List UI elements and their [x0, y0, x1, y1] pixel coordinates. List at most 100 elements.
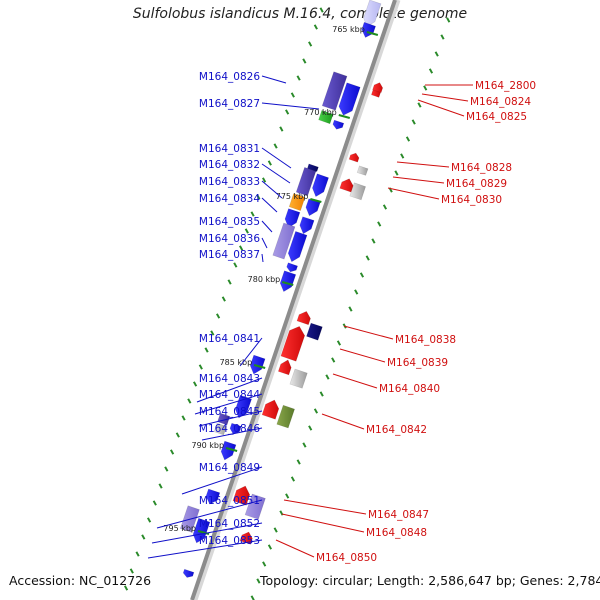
kbp-label: 765 kbp: [332, 25, 365, 34]
outer-left-tick: [233, 262, 238, 268]
right-gene-label: M164_0830: [441, 194, 502, 206]
outer-right-tick: [273, 527, 278, 533]
outer-left-tick: [204, 347, 209, 353]
left-gene-18: [249, 354, 266, 375]
right-gene-label: M164_0840: [379, 383, 440, 395]
left-leader-line: [156, 499, 263, 529]
kbp-label: 775 kbp: [276, 192, 309, 201]
outer-left-tick: [296, 75, 301, 81]
right-gene-2: [372, 82, 384, 93]
left-leader-line: [194, 393, 263, 415]
right-gene-16: [239, 531, 253, 545]
right-leader-line: [392, 176, 445, 184]
outer-left-tick: [135, 551, 140, 557]
right-gene-6: [349, 182, 366, 201]
outer-left-tick: [273, 143, 278, 149]
left-gene-22: [213, 422, 227, 436]
outer-left-tick: [279, 126, 284, 132]
right-leader-line: [417, 99, 465, 117]
outer-left-tick: [175, 432, 180, 438]
left-leader-line: [261, 163, 291, 184]
left-gene-3: [321, 71, 348, 111]
right-gene-label: M164_0848: [366, 527, 427, 539]
outer-right-tick: [348, 306, 353, 312]
left-leader-line: [196, 377, 263, 403]
outer-left-tick: [285, 109, 290, 115]
kbp-label: 780 kbp: [248, 275, 281, 284]
outer-right-tick: [256, 578, 261, 584]
outer-left-tick: [129, 568, 134, 574]
left-gene-26: [192, 517, 211, 544]
left-gene-20: [217, 412, 231, 426]
outer-right-tick: [440, 34, 445, 40]
left-leader-line: [261, 253, 264, 263]
outer-right-tick: [319, 391, 324, 397]
left-leader-line: [151, 522, 263, 544]
right-gene-13: [276, 404, 295, 429]
right-leader-line: [332, 373, 378, 389]
right-leader-line: [283, 499, 367, 515]
kbp-label: 770 kbp: [304, 108, 337, 117]
outer-left-tick: [302, 58, 307, 64]
outer-right-tick: [336, 340, 342, 346]
outer-right-tick: [285, 493, 290, 499]
left-leader-line: [261, 220, 273, 233]
left-gene-label: M164_0826: [199, 71, 260, 83]
right-gene-12: [261, 399, 280, 420]
left-gene-label: M164_0846: [199, 423, 260, 435]
left-leader-line: [147, 539, 263, 559]
right-gene-label: M164_0842: [366, 424, 427, 436]
right-leader-line: [321, 413, 365, 430]
kbp-label: 795 kbp: [163, 524, 196, 533]
backbone-shadow: [192, 0, 401, 600]
right-leader-line: [339, 348, 386, 363]
outer-right-tick: [400, 153, 405, 159]
outer-right-tick: [371, 238, 376, 244]
right-gene-11: [289, 368, 308, 389]
left-gene-label: M164_0844: [199, 389, 260, 401]
outer-right-tick: [354, 289, 359, 295]
outer-right-tick: [325, 374, 330, 380]
left-gene-label: M164_0843: [199, 373, 260, 385]
right-gene-label: M164_2800: [475, 80, 536, 92]
outer-right-tick: [296, 459, 301, 465]
right-gene-9: [280, 326, 306, 362]
left-gene-label: M164_0852: [199, 518, 260, 530]
left-gene-label: M164_0833: [199, 176, 260, 188]
outer-left-tick: [198, 364, 203, 370]
left-gene-label: M164_0841: [199, 333, 260, 345]
outer-left-tick: [158, 483, 163, 489]
left-gene-15: [287, 231, 308, 263]
kbp-tick: [282, 281, 294, 286]
left-gene-24: [205, 488, 221, 505]
right-leader-line: [281, 513, 365, 533]
left-leader-line: [261, 180, 283, 199]
left-gene-label: M164_0834: [199, 193, 260, 205]
kbp-tick: [225, 447, 238, 452]
outer-left-tick: [164, 466, 169, 472]
left-gene-label: M164_0835: [199, 216, 260, 228]
kbp-tick: [310, 198, 322, 203]
outer-left-tick: [123, 585, 129, 591]
left-gene-13: [299, 216, 315, 235]
left-leader-line: [261, 147, 292, 169]
kbp-tick: [338, 114, 351, 119]
outer-left-tick: [267, 160, 272, 166]
outer-right-tick: [302, 442, 307, 448]
outer-right-tick: [434, 51, 439, 57]
left-leader-line: [201, 427, 263, 441]
outer-right-tick: [446, 17, 451, 23]
outer-left-tick: [152, 500, 157, 506]
outer-left-tick: [239, 245, 244, 251]
left-leader-line: [239, 337, 263, 367]
map-title: Sulfolobus islandicus M.16.4, complete g…: [132, 6, 468, 22]
outer-right-tick: [405, 136, 411, 142]
right-gene-label: M164_0829: [446, 178, 507, 190]
outer-left-tick: [146, 517, 152, 523]
outer-right-tick: [428, 68, 434, 74]
right-gene-label: M164_0839: [387, 357, 448, 369]
outer-left-tick: [227, 279, 232, 285]
right-gene-label: M164_0825: [466, 111, 527, 123]
right-gene-8: [306, 322, 323, 341]
outer-right-tick: [377, 221, 382, 227]
